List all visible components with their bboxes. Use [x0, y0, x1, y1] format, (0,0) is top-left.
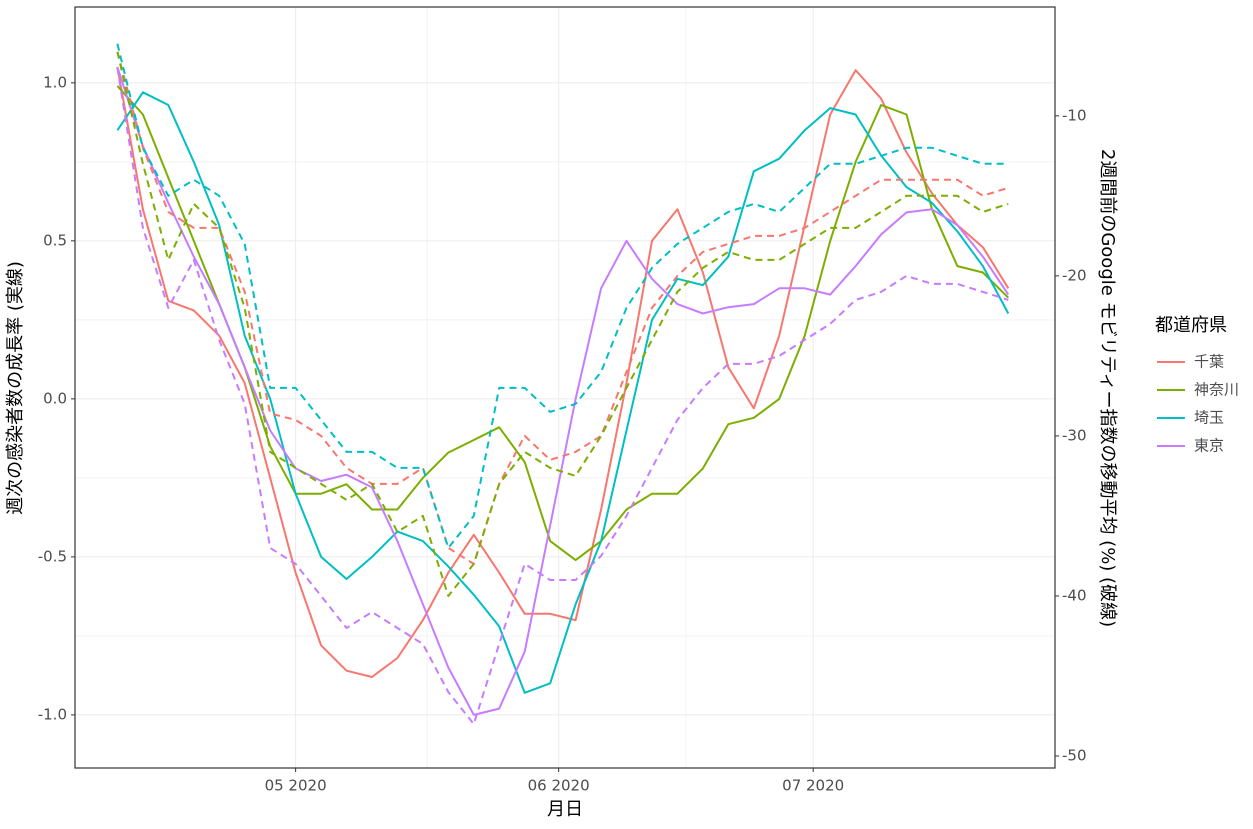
y2-tick-label: -50: [1062, 746, 1087, 764]
line: [116, 91, 1010, 694]
y-tick-label: -0.5: [38, 547, 67, 565]
x-tick-label: 06 2020: [528, 777, 590, 795]
x-tick-label: 05 2020: [265, 777, 327, 795]
legend-title: 都道府県: [1155, 315, 1227, 336]
y-tick-label: -1.0: [38, 705, 67, 723]
x-axis-label: 月日: [547, 799, 583, 820]
legend-label: 東京: [1194, 437, 1224, 455]
legend-label: 埼玉: [1194, 409, 1224, 427]
y2-tick-label: -30: [1062, 426, 1087, 444]
dashed-line: [116, 43, 1009, 549]
dashed-line: [116, 67, 1009, 725]
y-tick-label: 0.0: [43, 389, 67, 407]
legend-label: 千葉: [1194, 353, 1224, 371]
legend-label: 神奈川: [1194, 381, 1239, 399]
y-tick-label: 0.5: [43, 231, 67, 249]
y2-tick-label: -40: [1062, 586, 1087, 604]
y2-tick-label: -10: [1062, 106, 1087, 124]
y2-axis-label: 2週間前のGoogle モビリティー指数の移動平均 (%) (破線): [1097, 149, 1118, 627]
y-axis-label: 週次の感染者数の成長率 (実線): [5, 261, 26, 515]
y-tick-label: 1.0: [43, 73, 67, 91]
line: [116, 66, 1010, 678]
line: [116, 66, 1010, 716]
y2-tick-label: -20: [1062, 266, 1087, 284]
x-tick-label: 07 2020: [782, 777, 844, 795]
dashed-line: [116, 51, 1009, 565]
plot-border: [74, 6, 1056, 769]
dashed-line: [116, 51, 1009, 597]
